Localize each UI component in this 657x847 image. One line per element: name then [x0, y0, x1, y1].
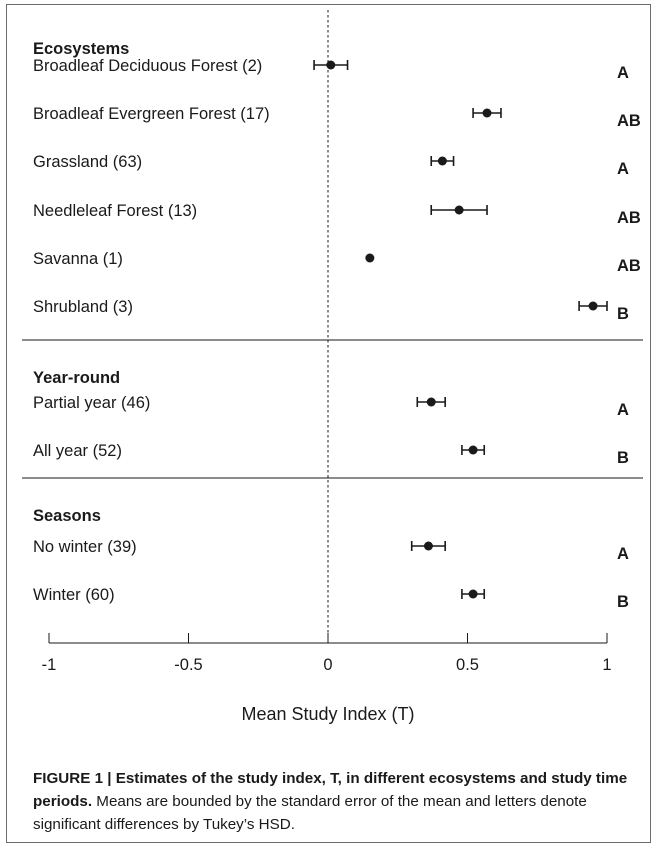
x-tick-label: 0.5	[456, 656, 479, 674]
significance-letter: A	[617, 160, 629, 178]
mean-point	[482, 108, 492, 118]
significance-letter: AB	[617, 209, 641, 227]
group-heading-0: Ecosystems	[33, 40, 129, 58]
significance-letter: AB	[617, 112, 641, 130]
mean-point	[423, 541, 433, 551]
row-label: Needleleaf Forest (13)	[33, 202, 197, 220]
row-label: All year (52)	[33, 442, 122, 460]
significance-letter: B	[617, 593, 629, 611]
mean-point	[365, 253, 375, 263]
x-tick-label: 0	[323, 656, 332, 674]
group-heading-2: Seasons	[33, 507, 101, 525]
figure-caption: FIGURE 1 | Estimates of the study index,…	[33, 767, 643, 836]
group-heading-1: Year-round	[33, 369, 120, 387]
mean-point	[468, 589, 478, 599]
mean-point	[588, 301, 598, 311]
row-label: Shrubland (3)	[33, 298, 133, 316]
significance-letter: A	[617, 401, 629, 419]
row-label: Broadleaf Deciduous Forest (2)	[33, 57, 262, 75]
figure-frame	[6, 4, 651, 843]
caption-text: Means are bounded by the standard error …	[33, 793, 587, 833]
x-tick-label: -0.5	[174, 656, 202, 674]
x-tick-label: 1	[602, 656, 611, 674]
mean-point	[454, 205, 464, 215]
row-label: Partial year (46)	[33, 394, 150, 412]
mean-point	[426, 397, 436, 407]
row-label: No winter (39)	[33, 538, 137, 556]
significance-letter: AB	[617, 257, 641, 275]
significance-letter: B	[617, 305, 629, 323]
x-axis-title: Mean Study Index (T)	[241, 704, 414, 724]
x-tick-label: -1	[42, 656, 57, 674]
significance-letter: A	[617, 545, 629, 563]
row-label: Savanna (1)	[33, 250, 123, 268]
significance-letter: A	[617, 64, 629, 82]
row-label: Winter (60)	[33, 586, 115, 604]
mean-point	[326, 60, 336, 70]
row-label: Broadleaf Evergreen Forest (17)	[33, 105, 270, 123]
caption-title: FIGURE 1 | Estimates of the study index,…	[33, 770, 628, 810]
mean-point	[437, 156, 447, 166]
mean-point	[468, 445, 478, 455]
significance-letter: B	[617, 449, 629, 467]
row-label: Grassland (63)	[33, 153, 142, 171]
